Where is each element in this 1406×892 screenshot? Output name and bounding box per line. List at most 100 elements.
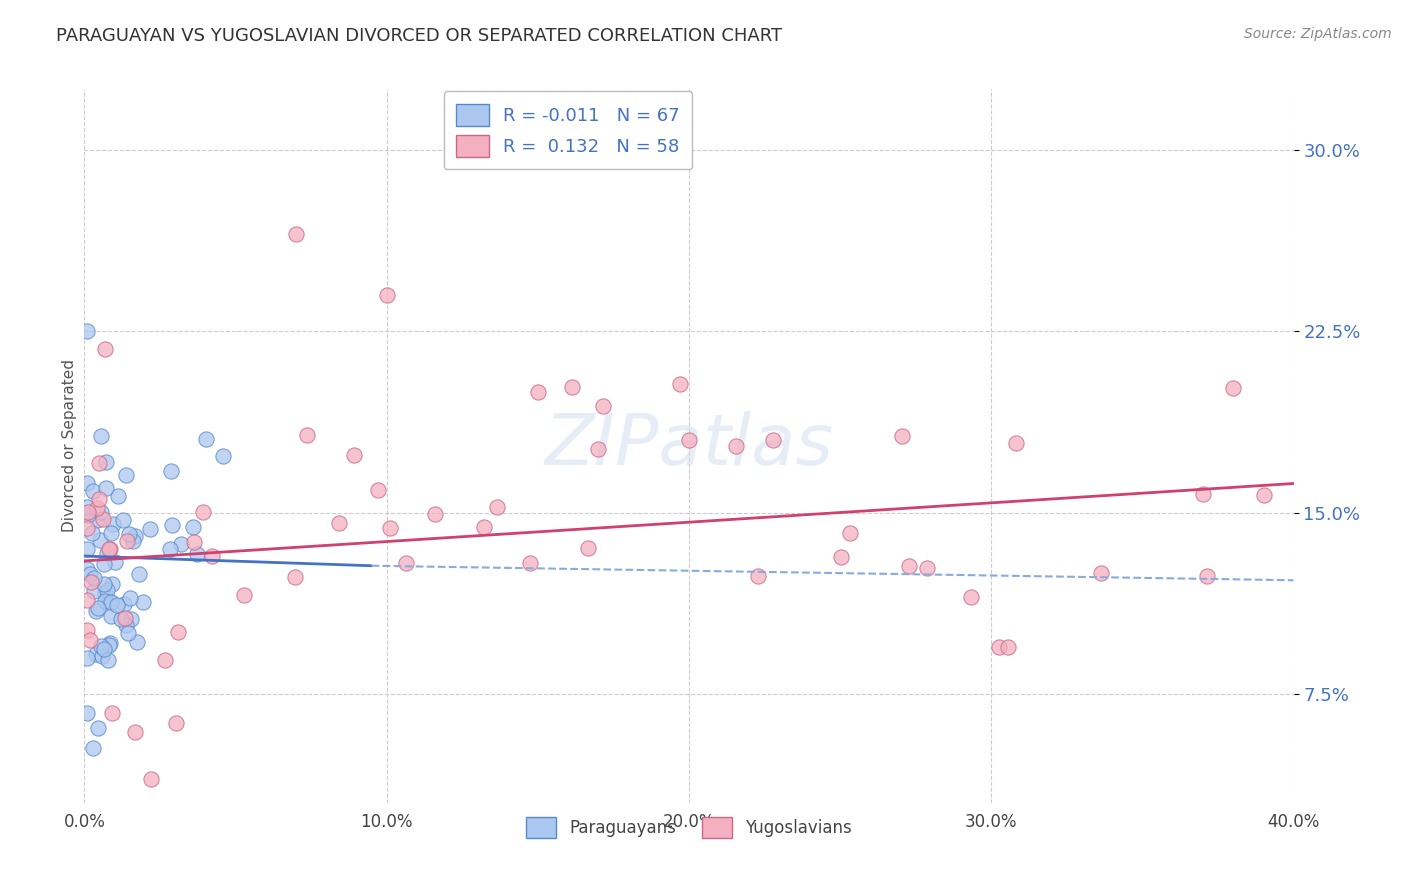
- Point: [127, 635, 149, 649]
- Point: [87, 492, 110, 507]
- Point: [76, 505, 98, 519]
- Point: [181, 520, 204, 534]
- Point: [100, 609, 122, 624]
- Point: [186, 547, 208, 561]
- Point: [93, 342, 115, 356]
- Point: [211, 449, 233, 463]
- Point: [101, 576, 124, 591]
- Point: [139, 522, 162, 536]
- Point: [97, 542, 120, 557]
- Point: [112, 512, 135, 526]
- Point: [107, 489, 129, 503]
- Point: [96, 546, 118, 560]
- Point: [90, 505, 112, 519]
- Point: [1222, 381, 1244, 395]
- Point: [561, 380, 583, 394]
- Text: ZIPatlas: ZIPatlas: [544, 411, 834, 481]
- Point: [94, 586, 117, 600]
- Point: [1253, 488, 1275, 502]
- Point: [87, 456, 110, 470]
- Point: [98, 541, 121, 556]
- Point: [87, 600, 110, 615]
- Point: [82, 741, 104, 756]
- Point: [110, 612, 132, 626]
- Point: [80, 526, 103, 541]
- Point: [343, 448, 366, 462]
- Point: [284, 570, 307, 584]
- Point: [76, 593, 98, 607]
- Point: [114, 611, 136, 625]
- Point: [891, 429, 914, 443]
- Point: [93, 557, 115, 571]
- Y-axis label: Divorced or Separated: Divorced or Separated: [62, 359, 77, 533]
- Point: [375, 288, 398, 302]
- Point: [93, 641, 115, 656]
- Text: PARAGUAYAN VS YUGOSLAVIAN DIVORCED OR SEPARATED CORRELATION CHART: PARAGUAYAN VS YUGOSLAVIAN DIVORCED OR SE…: [56, 27, 782, 45]
- Point: [114, 618, 136, 632]
- Point: [105, 598, 128, 612]
- Point: [100, 526, 122, 541]
- Point: [76, 521, 98, 535]
- Point: [124, 529, 146, 543]
- Point: [425, 508, 447, 522]
- Point: [527, 384, 550, 399]
- Point: [76, 706, 98, 720]
- Point: [295, 427, 318, 442]
- Point: [76, 324, 98, 338]
- Point: [576, 541, 599, 555]
- Point: [124, 724, 146, 739]
- Point: [915, 560, 938, 574]
- Point: [285, 227, 308, 242]
- Point: [153, 653, 176, 667]
- Point: [76, 500, 98, 515]
- Point: [1191, 487, 1213, 501]
- Point: [233, 588, 256, 602]
- Point: [76, 623, 98, 637]
- Point: [97, 594, 120, 608]
- Point: [997, 640, 1019, 655]
- Point: [988, 640, 1011, 654]
- Point: [90, 648, 112, 663]
- Point: [159, 542, 181, 557]
- Point: [76, 562, 98, 576]
- Point: [79, 632, 101, 647]
- Point: [725, 439, 748, 453]
- Point: [586, 442, 609, 456]
- Point: [76, 508, 98, 522]
- Point: [79, 566, 101, 581]
- Point: [668, 376, 690, 391]
- Point: [141, 772, 163, 786]
- Point: [160, 464, 183, 478]
- Point: [80, 575, 103, 590]
- Point: [120, 591, 142, 606]
- Point: [380, 521, 402, 535]
- Point: [83, 571, 105, 585]
- Text: Source: ZipAtlas.com: Source: ZipAtlas.com: [1244, 27, 1392, 41]
- Point: [592, 399, 614, 413]
- Point: [1005, 436, 1028, 450]
- Point: [76, 651, 98, 665]
- Point: [170, 537, 193, 551]
- Point: [960, 591, 983, 605]
- Point: [96, 582, 118, 597]
- Point: [367, 483, 389, 497]
- Point: [328, 516, 350, 530]
- Point: [96, 481, 118, 495]
- Point: [86, 513, 108, 527]
- Point: [93, 594, 115, 608]
- Point: [89, 533, 111, 548]
- Point: [100, 595, 122, 609]
- Point: [165, 715, 187, 730]
- Point: [472, 520, 495, 534]
- Point: [747, 569, 769, 583]
- Point: [201, 549, 224, 563]
- Point: [118, 527, 141, 541]
- Point: [128, 566, 150, 581]
- Point: [183, 534, 205, 549]
- Point: [84, 604, 107, 618]
- Point: [395, 556, 418, 570]
- Point: [120, 611, 142, 625]
- Point: [191, 506, 214, 520]
- Point: [114, 597, 136, 611]
- Point: [97, 653, 120, 667]
